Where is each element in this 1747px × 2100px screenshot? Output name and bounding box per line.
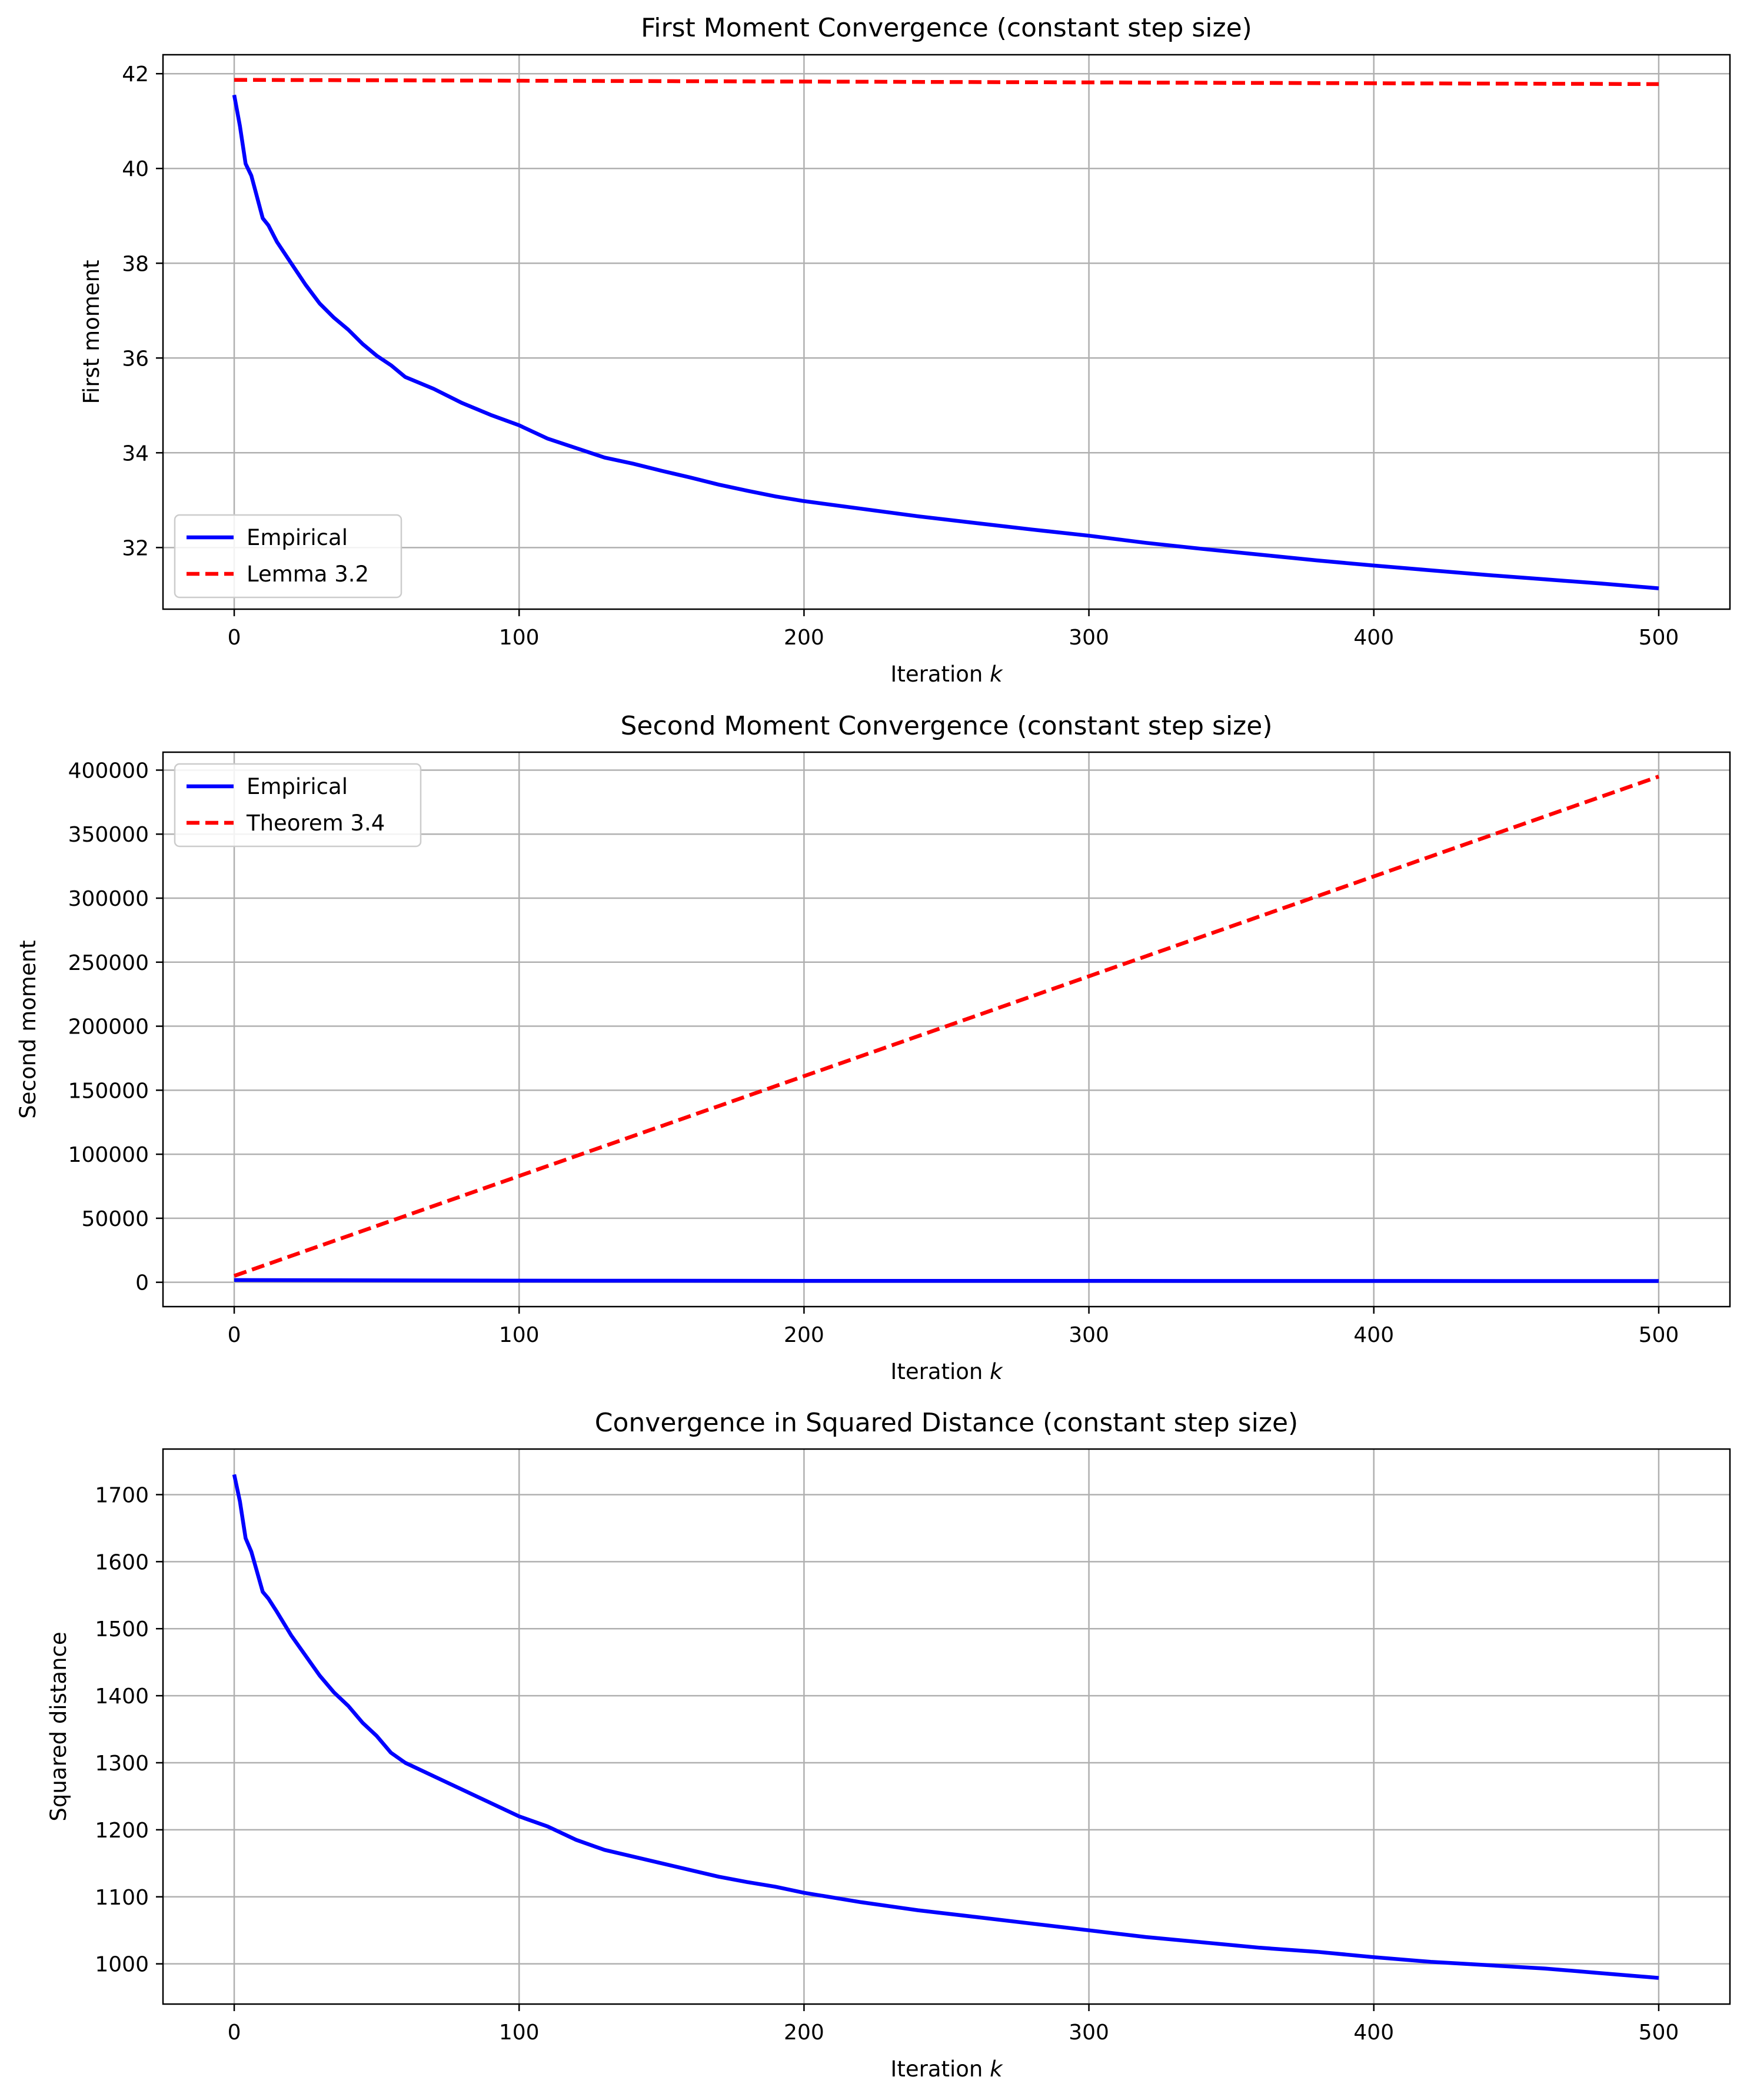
x-tick-label: 400 [1353,1323,1394,1347]
legend-label: Empirical [247,774,348,799]
y-tick-label: 1300 [95,1752,149,1776]
legend-label: Lemma 3.2 [247,561,369,587]
y-tick-label: 42 [122,62,149,87]
legend-box [174,763,422,848]
y-tick-label: 1500 [95,1617,149,1642]
series-line-empirical [234,1278,1659,1283]
legend: Empirical Theorem 3.4 [174,763,422,848]
x-axis-label: Iteration k [890,1359,1003,1384]
series-line-theorem-3-4 [233,775,1660,1278]
y-tick-label: 200000 [68,1015,149,1039]
y-tick-label: 50000 [81,1207,149,1231]
x-tick-label: 300 [1069,2021,1109,2045]
y-tick-label: 100000 [68,1143,149,1167]
y-tick-label: 1400 [95,1684,149,1709]
chart-title: Convergence in Squared Distance (constan… [595,1408,1298,1438]
y-axis-label: Squared distance [46,1632,71,1821]
x-tick-label: 200 [784,2021,824,2045]
y-tick-label: 250000 [68,951,149,975]
y-tick-label: 1600 [95,1550,149,1574]
plot-frame [162,1448,1731,2005]
y-tick-label: 34 [122,441,149,466]
y-tick-label: 350000 [68,823,149,847]
y-tick-label: 1000 [95,1953,149,1977]
x-tick-label: 100 [499,2021,540,2045]
legend: Empirical Lemma 3.2 [174,514,402,599]
x-tick-label: 500 [1639,626,1679,650]
x-tick-label: 0 [228,1323,241,1347]
legend-label: Theorem 3.4 [246,810,385,836]
x-tick-label: 200 [784,626,824,650]
plot-frame [162,751,1731,1308]
x-tick-label: 100 [499,1323,540,1347]
x-tick-label: 100 [499,626,540,650]
series-line-empirical [232,94,1659,590]
y-tick-label: 38 [122,252,149,276]
legend-label: Empirical [247,525,348,550]
x-tick-label: 0 [228,626,241,650]
series-line-lemma-3-2 [234,78,1659,87]
y-tick-label: 150000 [68,1079,149,1103]
x-tick-label: 200 [784,1323,824,1347]
x-tick-label: 500 [1639,2021,1679,2045]
chart-title: Second Moment Convergence (constant step… [620,711,1272,741]
y-tick-label: 0 [135,1271,149,1295]
x-tick-label: 400 [1353,2021,1394,2045]
x-tick-label: 300 [1069,626,1109,650]
y-tick-label: 40 [122,157,149,181]
x-axis-label: Iteration k [890,2056,1003,2082]
x-tick-label: 500 [1639,1323,1679,1347]
chart-panel-2: 0 100 200 300 400 500 0 50000 100000 150000 200000… [15,711,1731,1384]
y-axis-label: First moment [79,260,104,404]
chart-panel-1: 0 100 200 300 400 500 32 34 36 38 40 42 First Moment… [79,13,1731,687]
y-tick-label: 1200 [95,1819,149,1843]
chart-panel-3: 0 100 200 300 400 500 1000 1100 1200 1300 1400 1500… [46,1408,1731,2082]
x-axis-label: Iteration k [890,662,1003,687]
y-tick-label: 1100 [95,1886,149,1910]
chart-title: First Moment Convergence (constant step … [641,13,1252,43]
x-tick-label: 0 [228,2021,241,2045]
x-tick-label: 400 [1353,626,1394,650]
x-tick-label: 300 [1069,1323,1109,1347]
y-tick-label: 1700 [95,1483,149,1507]
y-axis-label: Second moment [15,940,41,1118]
series-line-empirical [232,1474,1659,1980]
y-tick-label: 400000 [68,759,149,783]
y-tick-label: 300000 [68,887,149,911]
plot-frame [162,54,1731,610]
y-tick-label: 32 [122,536,149,560]
y-tick-label: 36 [122,347,149,371]
